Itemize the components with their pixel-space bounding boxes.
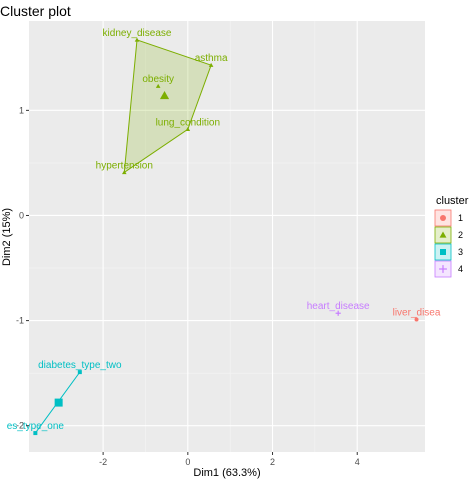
label-diabetes_type_two: diabetes_type_two <box>38 360 122 371</box>
x-tick-label: 4 <box>355 457 360 467</box>
data-points <box>33 37 419 436</box>
y-axis-title: Dim2 (15%) <box>1 208 13 266</box>
point-obesity <box>155 83 161 88</box>
cluster-2-center <box>159 91 170 100</box>
label-asthma: asthma <box>195 53 228 64</box>
y-tick-label: 0 <box>19 210 24 220</box>
legend-label-2: 2 <box>458 230 463 240</box>
point-liver_disea <box>414 317 419 322</box>
label-obesity: obesity <box>142 74 174 85</box>
label-kidney_disease: kidney_disease <box>103 28 172 39</box>
point-asthma <box>208 62 214 67</box>
legend: cluster 1 2 3 4 <box>434 195 469 278</box>
chart-title: Cluster plot <box>0 3 71 19</box>
y-tick-label: 1 <box>19 105 24 115</box>
legend-marker-4 <box>439 265 447 273</box>
legend-marker-3 <box>440 249 446 255</box>
point-es_type_one <box>33 431 38 436</box>
x-tick-label: 2 <box>270 457 275 467</box>
legend-label-1: 1 <box>458 213 463 223</box>
label-lung_condition: lung_condition <box>156 117 221 128</box>
legend-marker-2 <box>439 231 447 238</box>
legend-title: cluster <box>436 195 469 207</box>
x-axis-title: Dim1 (63.3%) <box>193 467 260 479</box>
legend-label-4: 4 <box>458 264 463 274</box>
label-hypertension: hypertension <box>96 160 153 171</box>
point-lung_condition <box>185 126 191 132</box>
point-kidney_disease <box>134 37 140 42</box>
axis-ticks: -2 0 2 4 -2 -1 0 1 <box>16 105 360 467</box>
label-es_type_one: es_type_one <box>7 421 65 432</box>
y-tick-label: -2 <box>16 421 24 431</box>
point-diabetes_type_two <box>77 370 82 375</box>
plot-panel <box>29 21 425 452</box>
x-tick-label: -2 <box>99 457 107 467</box>
point-hypertension <box>121 170 127 175</box>
x-tick-label: 0 <box>185 457 190 467</box>
grid-lines <box>29 21 425 452</box>
point-heart_disease <box>335 310 341 316</box>
label-liver_disea: liver_disea <box>393 308 441 319</box>
cluster-3-center <box>54 398 63 407</box>
label-heart_disease: heart_disease <box>307 301 370 312</box>
y-tick-label: -1 <box>16 316 24 326</box>
legend-marker-1 <box>440 215 446 221</box>
legend-label-3: 3 <box>458 247 463 257</box>
